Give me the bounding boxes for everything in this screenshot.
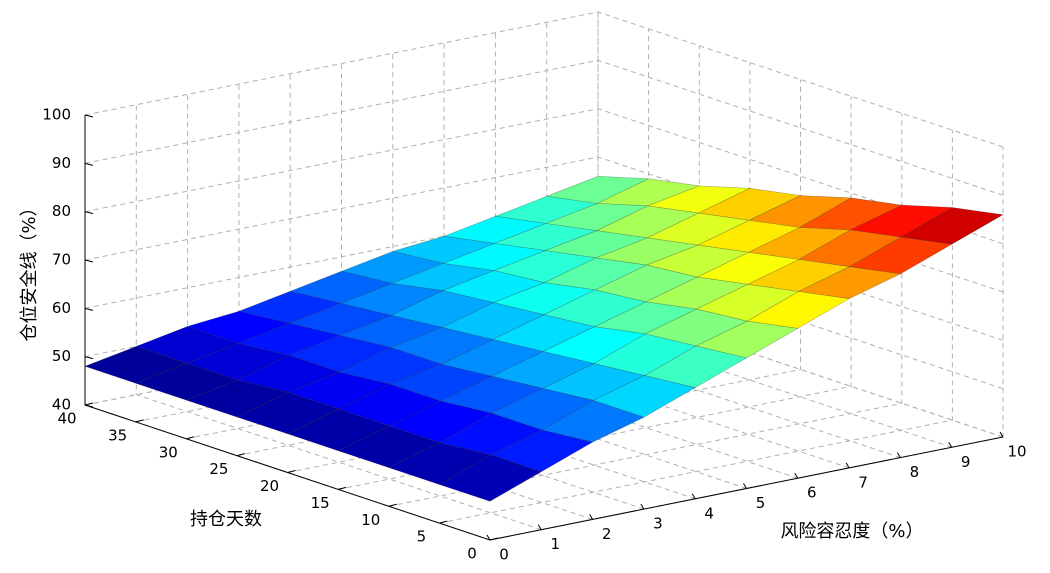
surface-patch [134, 362, 239, 401]
surface-patch [798, 229, 903, 268]
z-tick-label: 100 [42, 106, 71, 124]
z-tick-label: 50 [52, 347, 71, 365]
surface-patch [594, 237, 700, 266]
x-tick-label: 9 [961, 453, 971, 471]
grid-line [388, 113, 903, 507]
surface-patch [135, 326, 240, 364]
surface [84, 175, 1004, 502]
surface-patch [848, 236, 953, 275]
x-tick-label: 4 [704, 504, 714, 522]
x-tick-label: 8 [910, 463, 920, 481]
x-tick [486, 534, 491, 541]
y-tick-label: 35 [108, 426, 127, 444]
z-tick-label: 60 [52, 299, 71, 317]
surface-patch [492, 282, 597, 316]
z-tick [84, 259, 94, 263]
x-tick [589, 514, 594, 520]
surface-patch [644, 308, 749, 347]
surface-patch [489, 429, 594, 473]
z-tick [84, 211, 94, 215]
y-tick [388, 503, 397, 507]
grid-line [439, 130, 953, 524]
y-tick [84, 402, 94, 406]
z-tick [84, 307, 94, 311]
surface-patch [236, 354, 341, 393]
y-tick [236, 453, 245, 457]
x-tick-label: 2 [602, 525, 612, 543]
z-tick [84, 162, 94, 166]
surface-patch [288, 335, 392, 373]
surface-patch [84, 346, 188, 384]
z-tick [84, 114, 94, 118]
surface-patch [594, 264, 699, 303]
z-tick [84, 356, 94, 360]
surface-patch [900, 207, 1004, 245]
y-tick [186, 436, 195, 440]
x-tick-label: 5 [756, 494, 766, 512]
x-axis-label: 风险容忍度（%） [780, 521, 923, 542]
surface-patch [237, 322, 342, 356]
x-tick-label: 3 [653, 515, 663, 533]
x-tick [999, 431, 1004, 438]
x-tick-label: 1 [551, 535, 561, 553]
y-tick-label: 30 [159, 443, 178, 461]
z-tick-label: 80 [52, 202, 71, 220]
y-tick-label: 5 [417, 528, 427, 546]
x-tick-label: 6 [807, 484, 817, 502]
grid-line [84, 11, 1004, 148]
y-tick [135, 419, 144, 423]
surface-patch [797, 266, 902, 300]
y-axis-label: 持仓天数 [190, 509, 262, 530]
z-axis-label: 仓位安全线（%） [19, 198, 40, 341]
surface-patch [592, 375, 697, 418]
x-tick-label: 10 [1007, 443, 1026, 461]
x-tick [743, 483, 747, 489]
grid-line [84, 108, 1004, 245]
y-tick-label: 40 [57, 410, 76, 428]
x-tick [845, 462, 850, 469]
y-tick [439, 520, 448, 524]
x-tick-label: 7 [858, 473, 868, 491]
surface-patch [438, 454, 543, 502]
x-tick [640, 503, 645, 510]
y-tick-label: 25 [209, 460, 228, 478]
y-tick [287, 470, 296, 473]
x-tick [794, 472, 799, 479]
x-tick [896, 452, 901, 458]
z-tick-label: 70 [52, 251, 71, 269]
labels: 4050607080901000123456789100510152025303… [42, 106, 1026, 564]
y-tick-label: 20 [260, 477, 279, 495]
x-tick [691, 493, 696, 500]
surface-patch [492, 250, 598, 284]
y-tick-label: 15 [311, 494, 330, 512]
x-tick-label: 0 [499, 546, 509, 564]
z-tick [84, 404, 94, 408]
x-tick [948, 442, 953, 448]
grid-line [84, 59, 1004, 196]
z-tick-label: 40 [52, 396, 71, 414]
surface-patch [390, 263, 496, 291]
y-tick [489, 537, 499, 541]
y-tick-label: 10 [361, 511, 380, 529]
y-tick-label: 0 [467, 545, 477, 563]
surface-patch [541, 400, 645, 443]
grid-line [135, 104, 542, 531]
surface-patch [286, 408, 391, 452]
surface-patch [643, 345, 748, 388]
x-tick [537, 524, 542, 530]
surface-patch [442, 243, 547, 271]
z-tick-label: 90 [52, 154, 71, 172]
y-tick [338, 486, 347, 490]
